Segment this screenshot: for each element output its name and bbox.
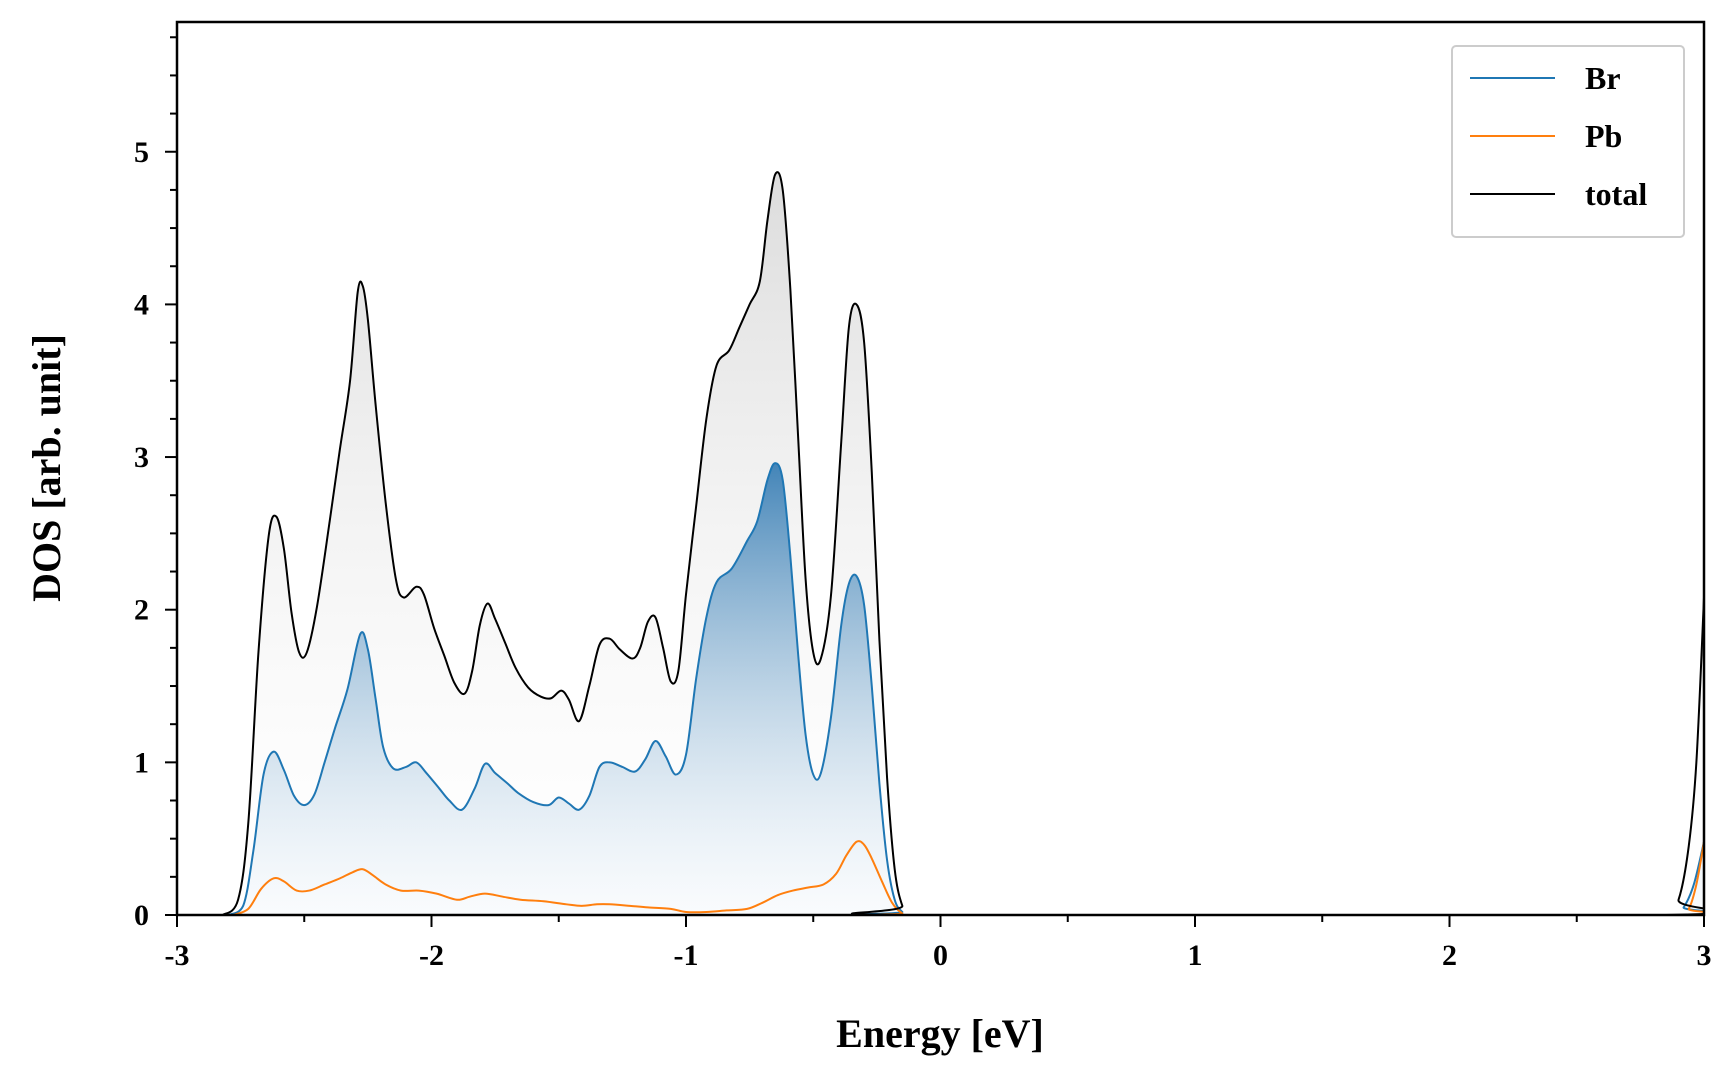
x-axis: -3 -2 -1 0 1 2 3 bbox=[165, 915, 1712, 972]
area-fills bbox=[222, 172, 1704, 915]
line-pb bbox=[177, 840, 1704, 915]
plot-area bbox=[175, 20, 1706, 917]
x-tick-label: 2 bbox=[1442, 939, 1457, 972]
y-tick-label: 0 bbox=[134, 899, 149, 932]
x-axis-title: Energy [eV] bbox=[836, 1011, 1044, 1056]
line-total bbox=[177, 171, 1704, 915]
legend-box bbox=[1451, 45, 1685, 238]
y-tick-label: 3 bbox=[134, 441, 149, 474]
series-lines bbox=[177, 171, 1704, 915]
y-axis-title: DOS [arb. unit] bbox=[24, 334, 69, 602]
legend-label-br: Br bbox=[1585, 60, 1621, 96]
legend-label-total: total bbox=[1585, 176, 1647, 212]
x-tick-label: 0 bbox=[933, 939, 948, 972]
y-axis: 0 1 2 3 4 5 bbox=[134, 36, 177, 932]
fill-br bbox=[227, 463, 1704, 915]
line-br bbox=[177, 462, 1704, 915]
legend: Br Pb total bbox=[1451, 45, 1685, 238]
y-tick-label: 1 bbox=[134, 746, 149, 779]
x-tick-label: -1 bbox=[674, 939, 699, 972]
fill-total bbox=[222, 172, 1704, 915]
y-tick-label: 2 bbox=[134, 594, 149, 627]
y-tick-label: 4 bbox=[134, 288, 149, 321]
x-tick-label: 3 bbox=[1697, 939, 1712, 972]
y-tick-label: 5 bbox=[134, 136, 149, 169]
x-tick-label: -2 bbox=[419, 939, 444, 972]
legend-items: Br Pb total bbox=[1470, 60, 1647, 212]
legend-label-pb: Pb bbox=[1585, 118, 1622, 154]
x-tick-label: -3 bbox=[165, 939, 190, 972]
x-tick-label: 1 bbox=[1188, 939, 1203, 972]
